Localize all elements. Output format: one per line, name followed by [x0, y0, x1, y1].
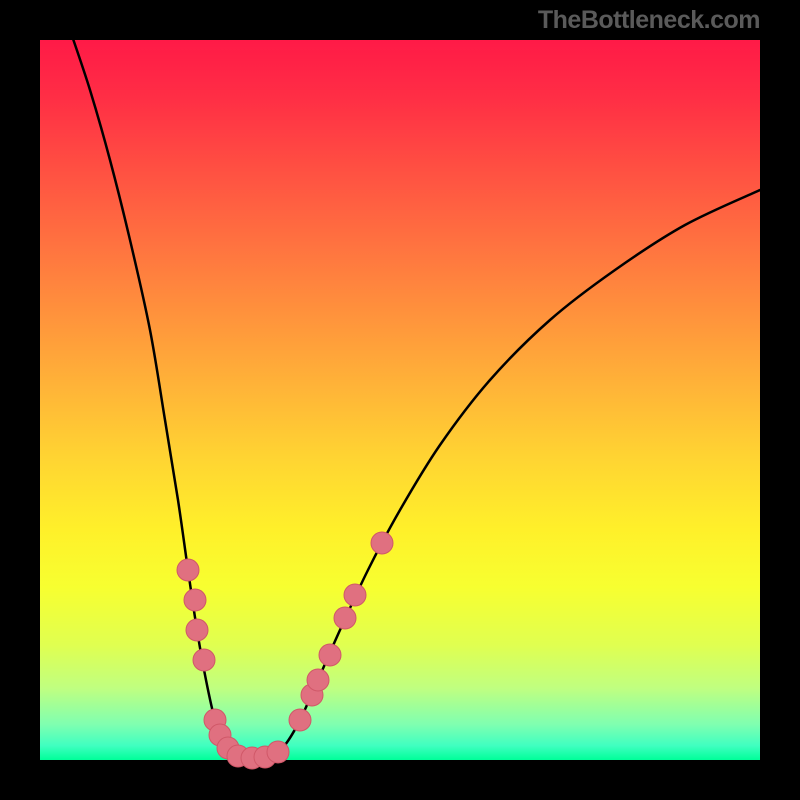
data-marker: [289, 709, 311, 731]
bottleneck-curve-chart: [0, 0, 800, 800]
data-marker: [186, 619, 208, 641]
data-marker: [307, 669, 329, 691]
data-marker: [371, 532, 393, 554]
data-marker: [319, 644, 341, 666]
data-marker: [334, 607, 356, 629]
data-marker: [344, 584, 366, 606]
bottleneck-curve: [70, 30, 760, 758]
data-marker: [193, 649, 215, 671]
data-marker: [184, 589, 206, 611]
data-marker: [177, 559, 199, 581]
data-marker: [267, 741, 289, 763]
data-markers: [177, 532, 393, 769]
